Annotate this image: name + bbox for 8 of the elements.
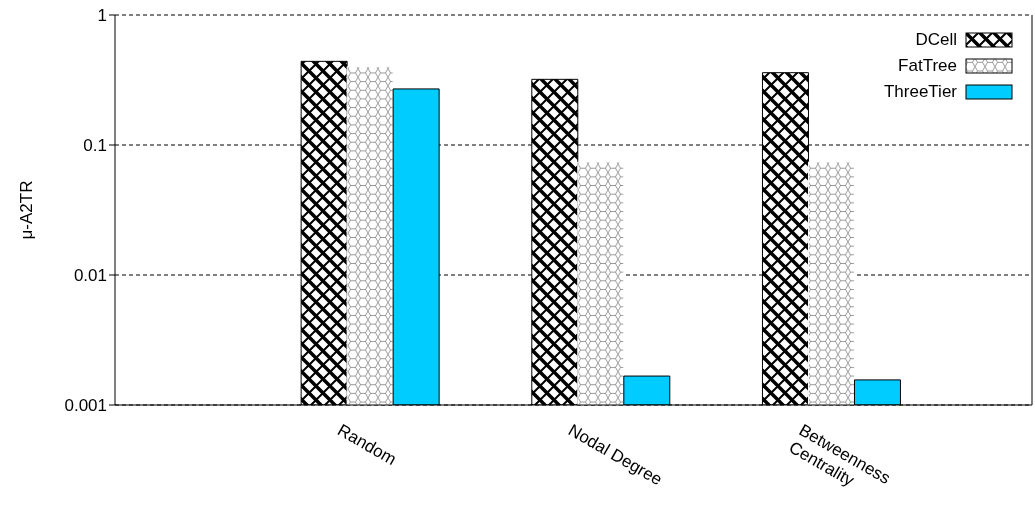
y-tick-label: 0.001 [64,396,107,416]
y-tick-label: 1 [97,6,107,26]
legend-label: DCell [915,30,957,50]
y-axis-title: μ-A2TR [17,180,37,240]
legend-label: FatTree [898,56,957,76]
legend-label: ThreeTier [883,82,957,102]
y-tick-label: 0.1 [83,136,107,156]
y-tick-label: 0.01 [73,266,107,286]
